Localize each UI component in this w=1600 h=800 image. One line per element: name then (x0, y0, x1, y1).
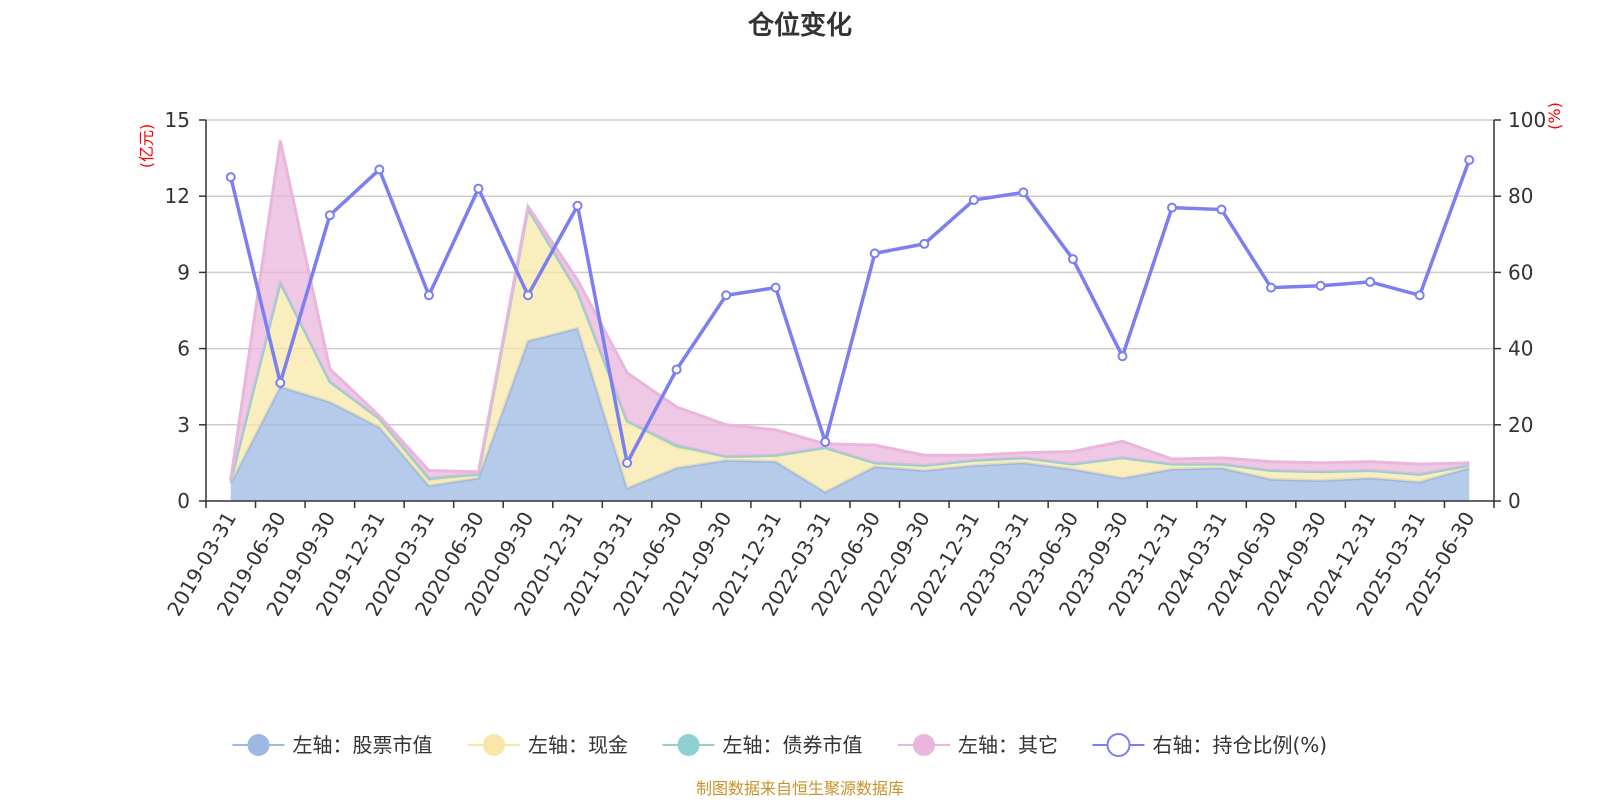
ratio-point (1167, 202, 1177, 213)
legend-label: 左轴：股票市值 (293, 733, 433, 757)
chart-title: 仓位变化 (747, 10, 852, 41)
ratio-point (770, 282, 781, 293)
legend-marker (913, 734, 935, 756)
right-tick-label: 100 (1508, 108, 1546, 132)
ratio-point (1067, 254, 1078, 265)
legend-marker (677, 734, 700, 756)
ratio-point (1315, 280, 1326, 291)
ratio-point (423, 290, 434, 301)
legend-marker (247, 734, 270, 756)
ratio-point (473, 183, 484, 194)
area-左轴：其它 (230, 140, 1470, 481)
ratio-point (374, 164, 385, 175)
legend-label: 左轴：其它 (958, 733, 1058, 757)
ratio-point (622, 457, 633, 468)
legend-item[interactable]: 左轴：债券市值 (662, 733, 863, 757)
ratio-point (1266, 282, 1277, 293)
area-左轴：股票市值 (230, 328, 1470, 501)
ratio-point (1464, 155, 1475, 166)
source-note: 制图数据来自恒生聚源数据库 (696, 779, 904, 798)
right-tick-label: 60 (1508, 260, 1533, 284)
left-tick-label: 0 (177, 489, 190, 513)
ratio-point (671, 364, 682, 375)
ratio-point (523, 290, 533, 301)
legend-label: 左轴：现金 (528, 733, 628, 757)
area-左轴：现金 (230, 208, 1470, 493)
ratio-point (1365, 276, 1376, 287)
legend-marker (483, 734, 505, 756)
legend-item[interactable]: 左轴：其它 (898, 733, 1058, 757)
ratio-point (820, 436, 831, 447)
left-tick-label: 12 (165, 184, 190, 208)
right-tick-label: 40 (1508, 337, 1533, 361)
ratio-point (275, 377, 286, 388)
legend-item[interactable]: 左轴：现金 (468, 733, 628, 757)
ratio-point (919, 238, 930, 249)
legend: 左轴：股票市值 左轴：现金 左轴：债券市值 左轴：其它 右轴：持仓比例(%) (232, 733, 1328, 757)
left-axis-unit: (亿元) (137, 124, 156, 169)
grid (206, 119, 1494, 426)
axes: 036912150204060801002019-03-312019-06-30… (162, 108, 1546, 620)
legend-label: 左轴：债券市值 (723, 733, 863, 757)
ratio-point (324, 210, 335, 221)
right-tick-label: 80 (1508, 184, 1533, 208)
left-tick-label: 15 (165, 108, 190, 132)
ratio-point (869, 248, 880, 259)
area-edge-左轴：其它 (229, 140, 1470, 480)
ratio-point (1117, 351, 1128, 362)
legend-item[interactable]: 左轴：股票市值 (232, 733, 433, 757)
ratio-point (1018, 187, 1029, 198)
ratio-line (225, 155, 1475, 469)
ratio-point (572, 200, 583, 211)
right-tick-label: 0 (1508, 489, 1521, 513)
left-tick-label: 3 (177, 413, 190, 437)
left-tick-label: 9 (177, 260, 190, 284)
left-tick-label: 6 (177, 337, 190, 361)
ratio-line-path (229, 159, 1471, 469)
right-axis-unit: (%) (1545, 102, 1564, 130)
ratio-point (1216, 204, 1227, 215)
ratio-point (968, 195, 979, 206)
ratio-point (1414, 290, 1425, 301)
ratio-point (721, 290, 732, 301)
right-tick-label: 20 (1508, 413, 1533, 437)
legend-marker (1106, 733, 1131, 757)
stacked-areas (229, 140, 1470, 501)
legend-item[interactable]: 右轴：持仓比例(%) (1092, 733, 1328, 757)
ratio-point (225, 172, 236, 183)
legend-label: 右轴：持仓比例(%) (1153, 733, 1328, 757)
